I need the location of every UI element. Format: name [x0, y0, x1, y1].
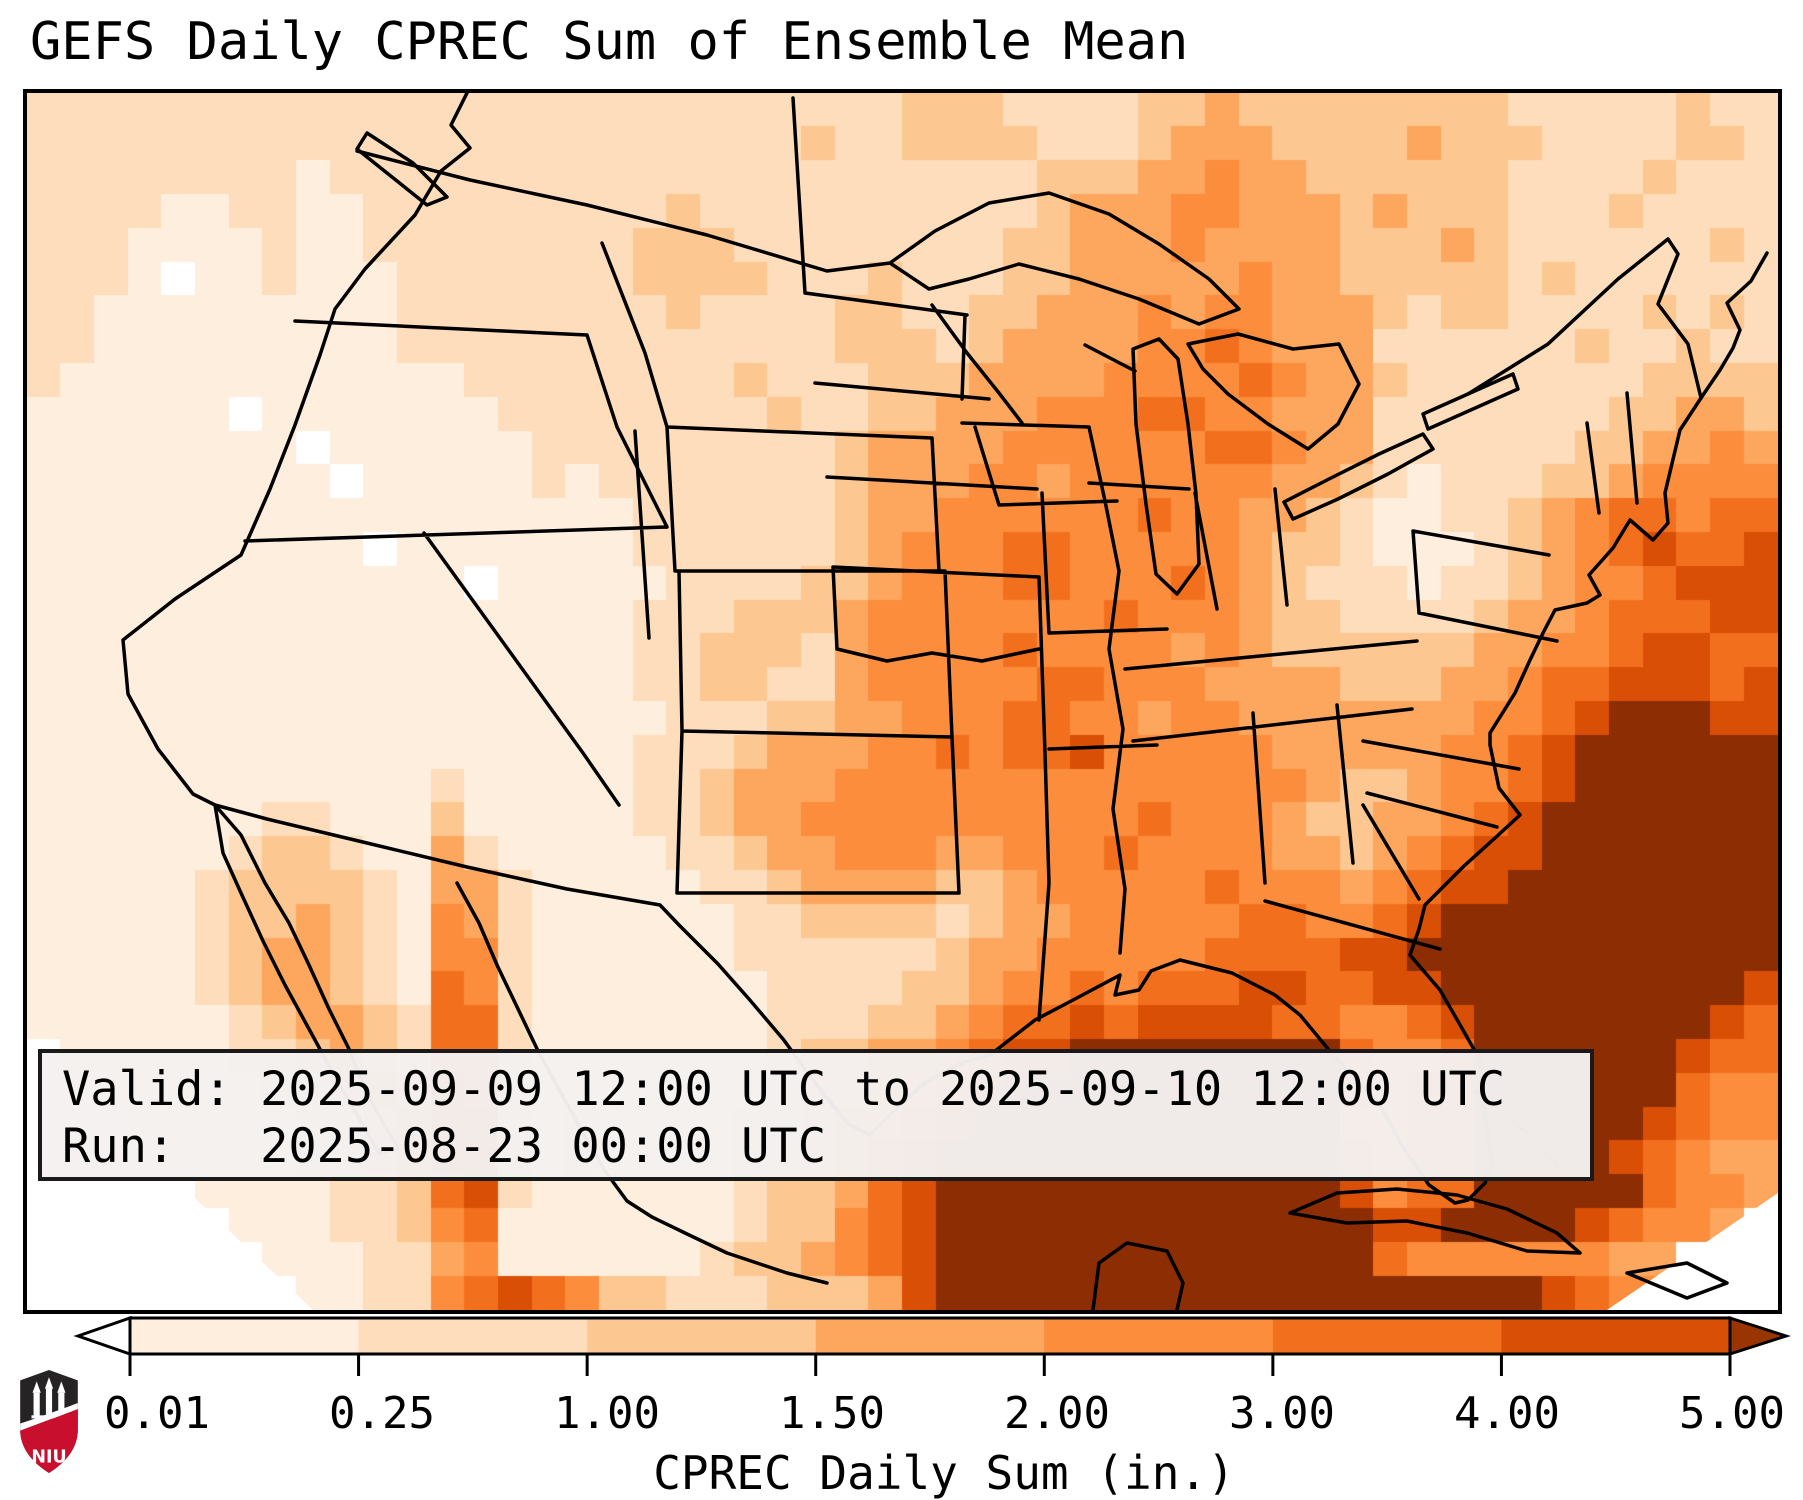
valid-run-info-box: Valid: 2025-09-09 12:00 UTC to 2025-09-10…	[38, 1049, 1594, 1181]
colorbar-axis-label: CPREC Daily Sum (in.)	[653, 1446, 1235, 1500]
state-borders	[243, 96, 1639, 1022]
colorbar-segment	[358, 1318, 588, 1354]
colorbar-segment	[587, 1318, 817, 1354]
lake-michigan	[1131, 337, 1201, 596]
niu-swoosh	[20, 1402, 78, 1431]
run-value: 2025-08-23 00:00 UTC	[260, 1119, 826, 1174]
valid-line: Valid: 2025-09-09 12:00 UTC to 2025-09-10…	[62, 1061, 1590, 1118]
colorbar-segment	[1272, 1318, 1502, 1354]
colorbar-tick-marks	[128, 1354, 1732, 1376]
canada-border	[355, 149, 892, 273]
colorbar-outline	[128, 1316, 1732, 1356]
colorbar	[73, 1315, 1791, 1376]
yucatan	[1091, 1241, 1185, 1310]
niu-red-band	[20, 1409, 78, 1473]
colorbar-tick-label: 5.00	[1679, 1388, 1785, 1439]
niu-logo-text: NIU	[31, 1448, 66, 1468]
cuba	[1288, 1187, 1582, 1255]
colorbar-segment	[815, 1318, 1045, 1354]
colorbar-segment	[130, 1318, 360, 1354]
colorbar-tick-label: 1.00	[554, 1388, 660, 1439]
colorbar-under-arrow	[73, 1315, 132, 1357]
lake-ontario	[1421, 372, 1520, 431]
coastline	[121, 93, 1769, 1205]
lake-erie	[1282, 432, 1435, 521]
colorbar-segment	[1044, 1318, 1274, 1354]
vancouver-island	[355, 131, 449, 207]
colorbar-segment	[1501, 1318, 1731, 1354]
niu-logo: NIU	[20, 1370, 78, 1473]
colorbar-tick-label: 0.01	[104, 1388, 210, 1439]
colorbar-tick-label: 0.25	[329, 1388, 435, 1439]
lake-huron	[1186, 332, 1361, 451]
run-label: Run:	[62, 1119, 176, 1174]
projection-clip-southeast	[1607, 1193, 1778, 1310]
run-line: Run: 2025-08-23 00:00 UTC	[62, 1118, 1590, 1175]
colorbar-tick-label: 2.00	[1004, 1388, 1110, 1439]
valid-label: Valid:	[62, 1062, 232, 1117]
lake-superior	[888, 191, 1241, 326]
niu-castle-icon	[31, 1377, 67, 1419]
colorbar-tick-label: 4.00	[1454, 1388, 1560, 1439]
colorbar-segments	[130, 1318, 1731, 1354]
page-title: GEFS Daily CPREC Sum of Ensemble Mean	[30, 12, 1189, 72]
colorbar-over-arrow	[1728, 1315, 1791, 1357]
st-lawrence-border	[1466, 237, 1703, 400]
colorbar-tick-label: 1.50	[779, 1388, 885, 1439]
valid-value: 2025-09-09 12:00 UTC to 2025-09-10 12:00…	[260, 1062, 1506, 1117]
colorbar-tick-label: 3.00	[1229, 1388, 1335, 1439]
